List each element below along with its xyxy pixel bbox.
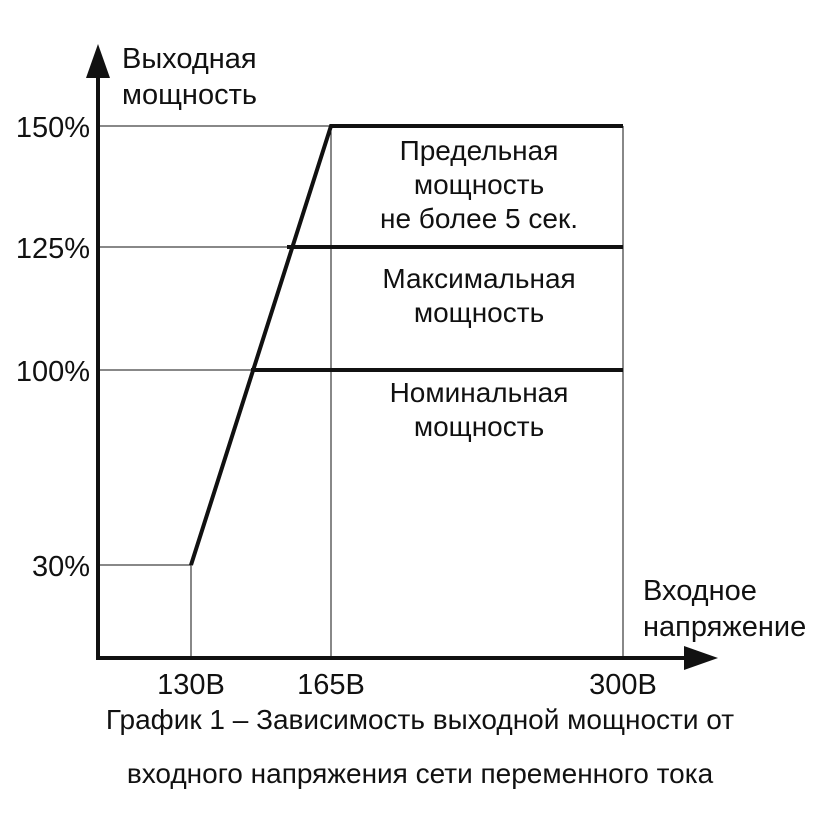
series-line-0: [189, 124, 623, 566]
region-label-150-line-3: не более 5 сек.: [380, 203, 578, 234]
labels: 30% 100% 125% 150% 130В 165В 300В Выходная мощно…: [16, 43, 806, 701]
region-label-150-line-1: Предельная: [400, 135, 559, 166]
region-label-100-line-1: Номинальная: [390, 377, 569, 408]
region-label-100-line-2: мощность: [414, 411, 544, 442]
x-tick-label-300: 300В: [589, 669, 657, 701]
region-label-125-line-2: мощность: [414, 297, 544, 328]
y-tick-label-125: 125%: [16, 233, 90, 265]
region-label-150-line-2: мощность: [414, 169, 544, 200]
grid-lines: [98, 125, 624, 658]
x-tick-label-165: 165В: [297, 669, 365, 701]
y-axis-arrow-icon: [86, 44, 110, 78]
x-tick-label-130: 130В: [157, 669, 225, 701]
x-axis-label-line-1: Входное: [643, 575, 757, 607]
axes: [86, 44, 718, 670]
y-tick-label-30: 30%: [32, 551, 90, 583]
figure-caption-line-1: График 1 – Зависимость выходной мощности…: [105, 704, 735, 735]
x-axis-arrow-icon: [684, 646, 718, 670]
x-axis-label-line-2: напряжение: [643, 611, 806, 643]
figure-caption-line-2: входного напряжения сети переменного ток…: [126, 758, 714, 789]
y-axis-label-line-1: Выходная: [122, 43, 257, 75]
region-label-125-line-1: Максимальная: [382, 263, 575, 294]
y-tick-label-150: 150%: [16, 112, 90, 144]
series: [189, 124, 624, 566]
y-axis-label-line-2: мощность: [122, 79, 257, 111]
y-tick-label-100: 100%: [16, 356, 90, 388]
